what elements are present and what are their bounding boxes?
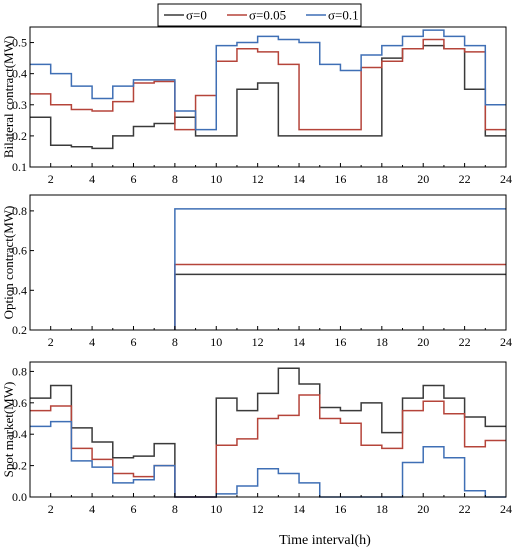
x-tick-label: 18 bbox=[376, 502, 388, 516]
series-line-3 bbox=[30, 420, 506, 498]
x-tick-label: 12 bbox=[252, 172, 264, 186]
x-tick-label: 16 bbox=[334, 502, 346, 516]
x-tick-label: 18 bbox=[376, 335, 388, 349]
chart-panel-3: 2 4 6 8 10 12 14 16 18 20 22 240.00.20.40.60.8Spot … bbox=[1, 361, 512, 516]
x-tick-label: 22 bbox=[459, 172, 471, 186]
plot-frame bbox=[29, 26, 507, 168]
x-tick-label: 6 bbox=[130, 335, 136, 349]
x-tick-label: 14 bbox=[293, 172, 305, 186]
x-tick-label: 4 bbox=[89, 502, 95, 516]
y-tick-label: 0.2 bbox=[12, 459, 27, 473]
x-tick-label: 20 bbox=[417, 335, 429, 349]
x-tick-label: 20 bbox=[417, 172, 429, 186]
y-tick-label: 0.2 bbox=[12, 129, 27, 143]
series-line-3 bbox=[30, 29, 506, 131]
y-tick-label: 0.6 bbox=[12, 244, 27, 258]
legend-label: σ=0 bbox=[186, 8, 207, 23]
x-tick-label: 24 bbox=[500, 335, 512, 349]
chart-panel-1: 2 4 6 8 10 12 14 16 18 20 22 240.10.20.30.40.5Bilat… bbox=[1, 26, 512, 186]
y-axis-label: Option contract(MW) bbox=[1, 206, 16, 320]
x-tick-label: 10 bbox=[210, 502, 222, 516]
x-tick-label: 22 bbox=[459, 502, 471, 516]
series-line-1 bbox=[30, 44, 506, 150]
y-tick-label: 0.1 bbox=[12, 160, 27, 174]
y-tick-label: 0.4 bbox=[12, 427, 27, 441]
x-tick-label: 24 bbox=[500, 502, 512, 516]
y-axis-label: Bilateral contract(MW) bbox=[1, 36, 16, 158]
legend-label: σ=0.05 bbox=[249, 8, 286, 23]
legend-label: σ=0.1 bbox=[328, 8, 359, 23]
x-tick-label: 22 bbox=[459, 335, 471, 349]
x-tick-label: 2 bbox=[48, 335, 54, 349]
x-tick-label: 12 bbox=[252, 335, 264, 349]
x-tick-label: 12 bbox=[252, 502, 264, 516]
plot-frame bbox=[29, 194, 507, 331]
legend: σ=0 σ=0.05 σ=0.1 bbox=[157, 3, 362, 27]
x-tick-label: 6 bbox=[130, 502, 136, 516]
x-tick-label: 4 bbox=[89, 335, 95, 349]
plot-frame bbox=[29, 361, 507, 498]
x-tick-label: 8 bbox=[172, 172, 178, 186]
x-tick-label: 2 bbox=[48, 502, 54, 516]
x-tick-label: 2 bbox=[48, 172, 54, 186]
series-line-1 bbox=[174, 273, 506, 330]
x-tick-label: 16 bbox=[334, 335, 346, 349]
y-tick-label: 0.2 bbox=[12, 323, 27, 337]
y-tick-label: 0.5 bbox=[12, 36, 27, 50]
series-line-3 bbox=[174, 208, 506, 330]
y-axis-label: Spot market(MW) bbox=[1, 382, 16, 478]
y-tick-label: 0.4 bbox=[12, 283, 27, 297]
y-tick-label: 0.0 bbox=[12, 490, 27, 504]
x-tick-label: 4 bbox=[89, 172, 95, 186]
x-tick-label: 6 bbox=[130, 172, 136, 186]
y-tick-label: 0.8 bbox=[12, 364, 27, 378]
y-tick-label: 0.3 bbox=[12, 98, 27, 112]
x-tick-label: 14 bbox=[293, 335, 305, 349]
x-axis-label: Time interval(h) bbox=[279, 533, 371, 548]
x-tick-label: 24 bbox=[500, 172, 512, 186]
x-tick-label: 14 bbox=[293, 502, 305, 516]
x-tick-label: 10 bbox=[210, 335, 222, 349]
series-line-1 bbox=[30, 367, 506, 498]
y-tick-label: 0.6 bbox=[12, 396, 27, 410]
legend-box bbox=[157, 3, 362, 27]
x-tick-label: 10 bbox=[210, 172, 222, 186]
x-tick-label: 20 bbox=[417, 502, 429, 516]
y-tick-label: 0.4 bbox=[12, 67, 27, 81]
x-tick-label: 8 bbox=[172, 502, 178, 516]
x-tick-label: 16 bbox=[334, 172, 346, 186]
series-line-2 bbox=[30, 38, 506, 131]
y-tick-label: 0.8 bbox=[12, 204, 27, 218]
chart-panels: 2 4 6 8 10 12 14 16 18 20 22 240.10.20.30.40.5Bilat… bbox=[1, 26, 512, 516]
x-tick-label: 18 bbox=[376, 172, 388, 186]
series-line-2 bbox=[30, 394, 506, 498]
x-tick-label: 8 bbox=[172, 335, 178, 349]
